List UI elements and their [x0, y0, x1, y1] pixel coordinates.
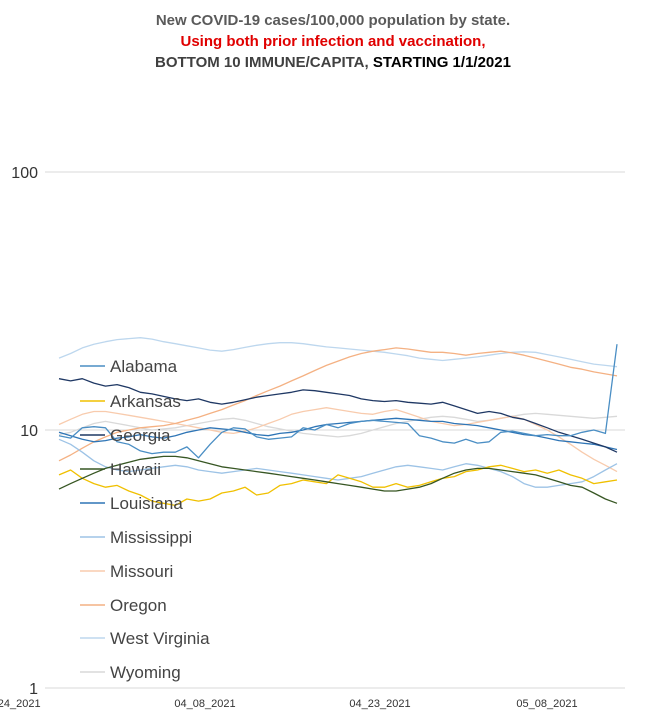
chart-title: New COVID-19 cases/100,000 population by… [0, 10, 666, 73]
legend-label: Missouri [110, 562, 173, 581]
y-tick-label: 10 [20, 423, 38, 440]
legend-label: Hawaii [110, 460, 161, 479]
title-line-3-part-2: STARTING 1/1/2021 [372, 54, 511, 71]
title-line-3-part-1: BOTTOM 10 IMMUNE/CAPITA, [155, 54, 373, 71]
x-tick-label: 03_24_2021 [0, 698, 41, 710]
y-tick-label: 100 [11, 165, 38, 182]
legend-label: Wyoming [110, 663, 181, 682]
legend-label: West Virginia [110, 629, 210, 648]
y-tick-label: 1 [29, 681, 38, 698]
title-line-3: BOTTOM 10 IMMUNE/CAPITA, STARTING 1/1/20… [0, 52, 666, 73]
legend-label: Arkansas [110, 392, 181, 411]
series-line-oregon [58, 347, 618, 462]
series-line-hawaii [58, 455, 618, 504]
legend-label: Oregon [110, 596, 167, 615]
legend-label: Louisiana [110, 494, 183, 513]
x-tick-label: 04_23_2021 [349, 698, 410, 710]
title-line-2: Using both prior infection and vaccinati… [180, 33, 486, 50]
series-line-alabama [58, 344, 618, 459]
legend-label: Georgia [110, 426, 171, 445]
series-line-wyoming [58, 412, 618, 438]
legend-label: Mississippi [110, 528, 192, 547]
title-line-1: New COVID-19 cases/100,000 population by… [155, 12, 511, 29]
x-tick-label: 05_08_2021 [516, 698, 577, 710]
x-tick-label: 04_08_2021 [174, 698, 235, 710]
series-line-west-virginia [58, 337, 618, 368]
series-line-arkansas [58, 464, 618, 507]
legend-label: Alabama [110, 357, 178, 376]
series-line-georgia [58, 378, 618, 453]
series-line-mississippi [58, 438, 618, 488]
series-line-louisiana [58, 417, 618, 451]
